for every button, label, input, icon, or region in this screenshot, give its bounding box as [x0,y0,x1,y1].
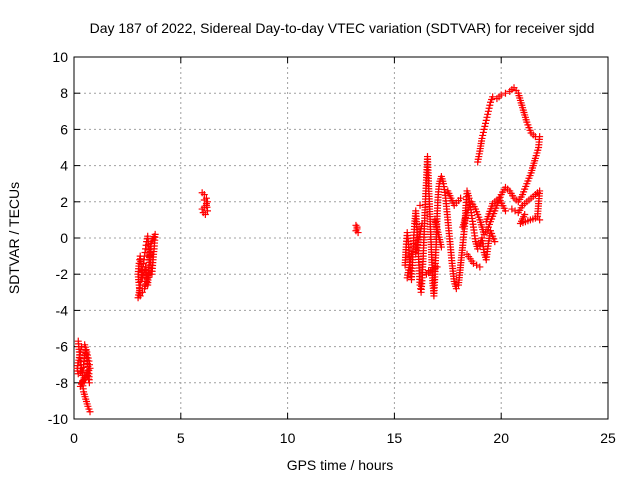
y-axis-label: SDTVAR / TECUs [6,182,22,294]
data-marks [73,84,544,416]
x-tick-label: 15 [387,430,403,446]
data-point [474,245,482,253]
x-tick-label: 10 [280,430,296,446]
y-tick-label: -4 [56,302,69,318]
x-tick-label: 5 [177,430,185,446]
data-point [485,104,493,112]
data-point [536,216,544,224]
y-tick-label: -6 [56,339,69,355]
data-point [407,250,415,258]
x-tick-label: 20 [493,430,509,446]
data-point [418,220,426,228]
y-tick-label: -8 [56,375,69,391]
data-point [200,196,208,204]
data-point [484,110,492,118]
y-tick-label: 2 [60,194,68,210]
data-point [491,238,499,246]
data-point [479,131,487,139]
data-point [508,205,516,213]
data-point [476,263,484,271]
data-point [202,200,210,208]
y-tick-label: 8 [60,85,68,101]
data-point [83,348,91,356]
data-point [433,263,441,271]
data-point [85,379,93,387]
x-axis-label: GPS time / hours [287,457,394,473]
data-point [478,134,486,142]
data-point [79,377,87,385]
x-tick-label: 25 [600,430,616,446]
y-tick-label: -2 [56,266,69,282]
data-point [140,285,148,293]
data-point [521,210,529,218]
data-point [511,207,519,215]
data-point [457,194,465,202]
axis-ticks: 0 5 10 15 20 25 -10 -8 -6 -4 -2 0 2 4 6 8 10 [48,49,616,446]
data-point [352,227,360,235]
data-point [459,223,467,231]
data-point [501,89,509,97]
data-point [353,223,361,231]
data-point [473,261,481,269]
data-point [416,201,424,209]
data-point [489,93,497,101]
y-tick-label: -10 [48,411,68,427]
data-point [479,128,487,136]
data-point [501,207,509,215]
data-point [486,101,494,109]
y-tick-label: 6 [60,121,68,137]
data-point [481,122,489,130]
data-point [482,116,490,124]
chart-title: Day 187 of 2022, Sidereal Day-to-day VTE… [90,20,595,36]
data-point [483,113,491,121]
data-point [201,210,209,218]
data-point [86,408,94,416]
y-tick-label: 0 [60,230,68,246]
data-point [482,119,490,127]
data-point [146,248,154,256]
data-point [497,91,505,99]
data-point [437,243,445,251]
data-point [198,205,206,213]
y-tick-label: 10 [52,49,68,65]
data-point [452,285,460,293]
data-point [84,354,92,362]
data-point [480,125,488,133]
data-point [484,107,492,115]
y-tick-label: 4 [60,158,68,174]
x-tick-label: 0 [70,430,78,446]
data-point [84,351,92,359]
